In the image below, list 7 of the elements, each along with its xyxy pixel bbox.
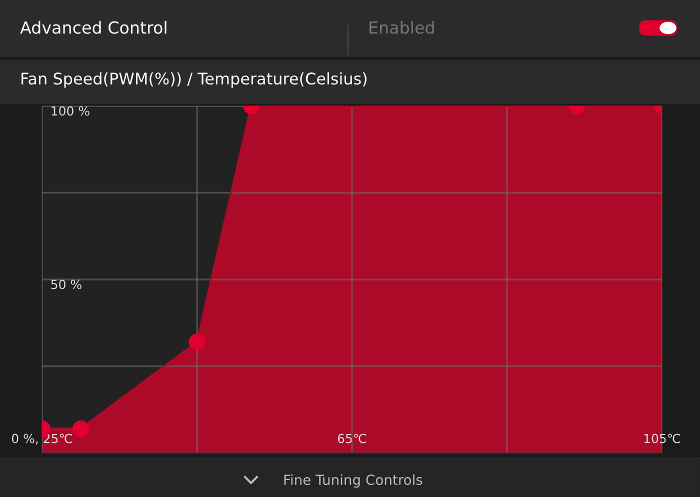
y-tick-label: 100 % [52,106,90,116]
text: Enabled [370,20,434,34]
text: Fine Tuning Controls [284,474,422,488]
y-tick-label: 50 % [51,280,82,290]
chart-title: Fan Speed(PWM(%)) / Temperature(Celsius) [22,72,367,88]
text: Advanced Control [20,20,166,34]
x-tick-label: 65℃ [338,434,366,444]
